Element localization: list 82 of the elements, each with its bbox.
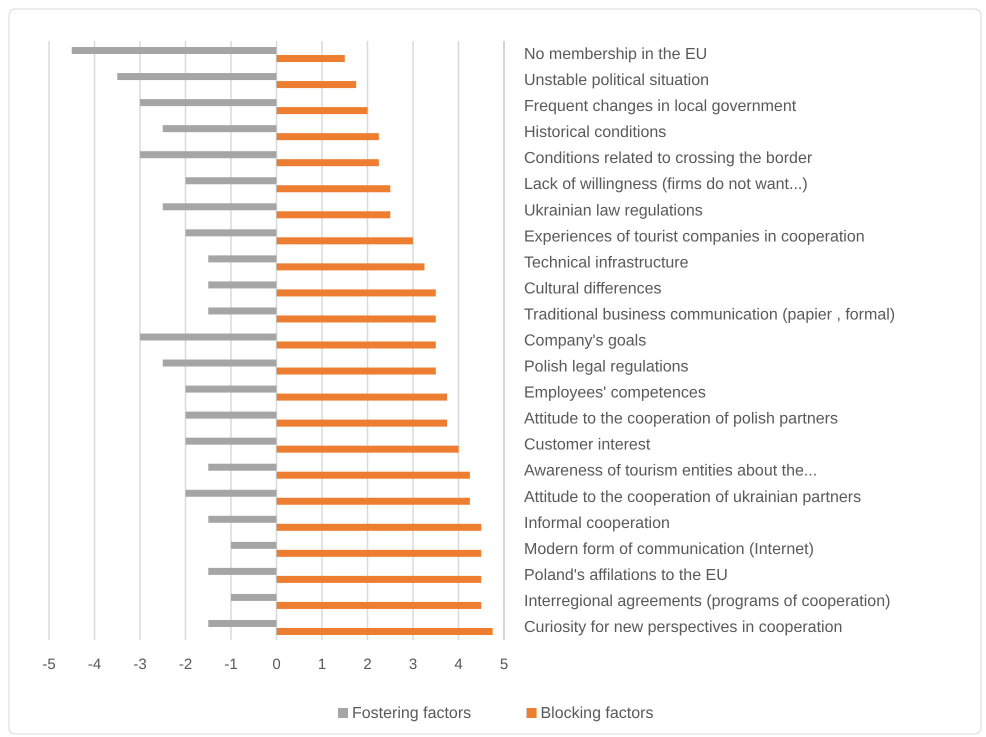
bar — [276, 315, 436, 322]
bar — [276, 472, 470, 479]
bar — [276, 263, 424, 270]
x-tick-label: 0 — [272, 656, 281, 673]
bar — [276, 628, 493, 635]
bar — [208, 255, 276, 262]
bar — [162, 360, 276, 367]
bar — [162, 203, 276, 210]
x-tick-label: -3 — [133, 656, 147, 673]
bar — [276, 211, 390, 218]
x-tick-label: -2 — [178, 656, 192, 673]
x-tick-label: -5 — [42, 656, 56, 673]
legend-label: Blocking factors — [540, 705, 654, 722]
bar — [276, 289, 436, 296]
x-tick-label: -1 — [224, 656, 238, 673]
bar — [276, 185, 390, 192]
bar — [186, 386, 276, 393]
y-tick-label: Curiosity for new perspectives in cooperation — [524, 618, 842, 636]
y-tick-label: Attitude to the cooperation of polish partners — [524, 410, 838, 428]
bar — [276, 159, 379, 166]
y-tick-label: Modern form of communication (Internet) — [524, 540, 814, 558]
bar — [140, 99, 276, 106]
bar — [72, 47, 276, 54]
bar — [208, 307, 276, 314]
bar — [276, 524, 482, 531]
y-tick-label: Customer interest — [524, 436, 651, 454]
bar — [276, 55, 345, 62]
bar — [276, 498, 470, 505]
x-tick-label: 1 — [318, 656, 326, 673]
y-tick-label: Cultural differences — [524, 280, 662, 298]
y-tick-label: Historical conditions — [524, 124, 666, 142]
bar — [117, 73, 276, 80]
bar — [276, 237, 413, 244]
y-tick-label: Awareness of tourism entities about the... — [524, 462, 818, 480]
bar — [186, 412, 276, 419]
bar — [186, 229, 276, 236]
bar — [140, 151, 276, 158]
bar — [276, 576, 482, 583]
x-tick-label: -4 — [88, 656, 102, 673]
bar — [276, 81, 356, 88]
bar — [276, 394, 448, 401]
x-tick-label: 5 — [500, 656, 508, 673]
y-tick-label: Traditional business communication (papier , formal) — [524, 306, 896, 324]
y-tick-label: Company's goals — [524, 332, 646, 350]
bar — [276, 342, 436, 348]
y-tick-label: Employees' competences — [524, 384, 706, 402]
bar — [276, 368, 436, 375]
bar — [208, 464, 276, 471]
y-tick-label: Frequent changes in local government — [524, 98, 797, 116]
bar — [231, 542, 276, 549]
bar — [186, 438, 276, 445]
y-tick-label: Unstable political situation — [524, 72, 709, 90]
x-tick-label: 4 — [454, 656, 463, 673]
y-tick-label: Attitude to the cooperation of ukrainian partners — [524, 488, 862, 506]
bar — [276, 446, 458, 453]
bar — [140, 334, 276, 340]
y-tick-label: Polish legal regulations — [524, 358, 689, 376]
y-tick-label: Poland's affilations to the EU — [524, 566, 728, 584]
x-tick-label: 3 — [408, 656, 418, 673]
bar — [276, 602, 482, 609]
bar — [208, 281, 276, 288]
y-tick-label: Conditions related to crossing the border — [524, 150, 813, 168]
bar — [186, 177, 276, 184]
legend-label: Fostering factors — [352, 705, 472, 722]
y-tick-label: Lack of willingness (firms do not want...) — [524, 176, 808, 194]
y-tick-label: Experiences of tourist companies in cooperation — [524, 228, 865, 246]
y-tick-label: Interregional agreements (programs of cooperation) — [524, 592, 890, 610]
x-tick-label: 2 — [363, 656, 372, 673]
y-tick-label: Ukrainian law regulations — [524, 202, 703, 220]
bar — [208, 516, 276, 523]
bar — [208, 568, 276, 575]
bar — [231, 594, 276, 601]
y-tick-label: Informal cooperation — [524, 514, 670, 532]
bar — [162, 125, 276, 132]
bar — [276, 107, 368, 114]
y-tick-label: Technical infrastructure — [524, 254, 689, 272]
bar — [276, 420, 448, 427]
y-tick-label: No membership in the EU — [524, 46, 708, 64]
bar — [276, 550, 482, 557]
bar — [208, 620, 276, 627]
bar — [276, 133, 379, 140]
bar — [186, 490, 276, 497]
